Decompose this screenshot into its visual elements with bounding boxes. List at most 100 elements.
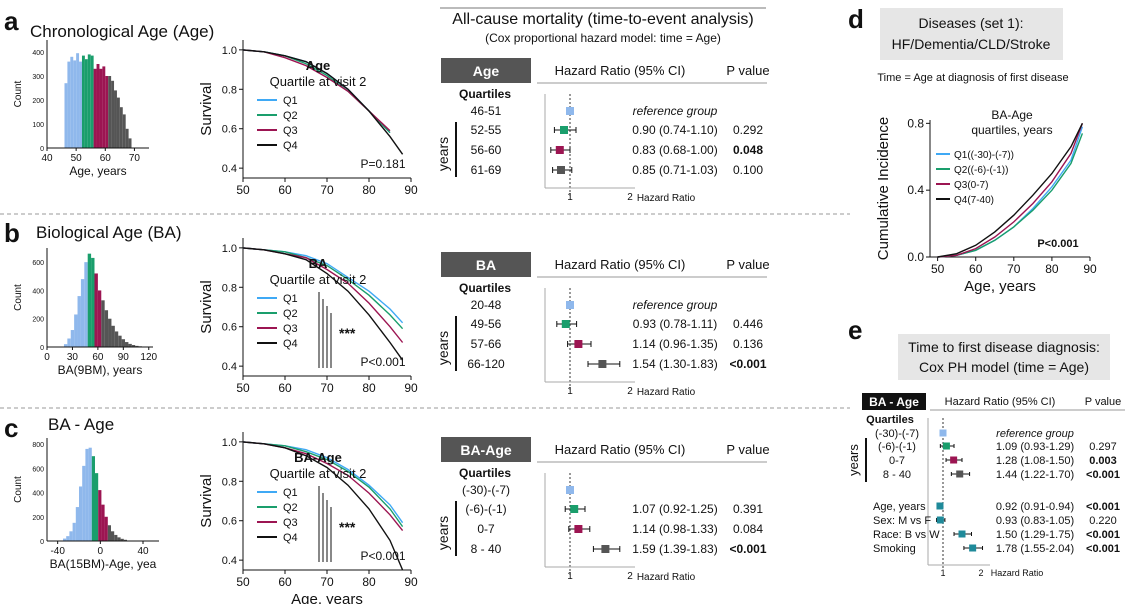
hr-marker bbox=[566, 107, 574, 115]
y-tick-label: 1.0 bbox=[222, 243, 237, 255]
histogram-bar bbox=[101, 504, 105, 541]
histogram-bar bbox=[128, 138, 132, 148]
forest-row-p: <0.001 bbox=[729, 542, 766, 556]
x-tick-label: 40 bbox=[137, 546, 149, 557]
hr-column-header: Hazard Ratio (95% CI) bbox=[555, 257, 686, 272]
d-note: Time = Age at diagnosis of first disease bbox=[877, 72, 1068, 84]
histogram-bar bbox=[91, 456, 95, 541]
legend-label: Q1((-30)-(-7)) bbox=[954, 150, 1014, 161]
panel-title-a: Chronological Age (Age) bbox=[30, 22, 214, 41]
x-tick-label: 80 bbox=[1045, 262, 1059, 276]
hr-marker bbox=[574, 340, 583, 348]
forest-header: Age bbox=[473, 63, 500, 79]
forest-row-label: 8 - 40 bbox=[883, 469, 911, 481]
histogram-bar bbox=[79, 486, 83, 541]
x-tick-label: 60 bbox=[278, 381, 292, 395]
forest-row-p: 0.100 bbox=[733, 163, 763, 177]
y-tick-label: 800 bbox=[32, 442, 44, 449]
histogram-bar bbox=[122, 114, 126, 148]
legend-label: Q3 bbox=[283, 125, 298, 137]
d-title-box bbox=[880, 8, 1063, 60]
x-axis-label: BA(9BM), years bbox=[58, 363, 143, 377]
x-tick-label: 90 bbox=[404, 183, 418, 197]
y-tick-label: 0.8 bbox=[907, 116, 924, 130]
e-title-line2: Cox PH model (time = Age) bbox=[919, 359, 1089, 375]
histogram-bar bbox=[70, 56, 74, 148]
histogram-bar bbox=[75, 507, 79, 541]
y-axis-label: Survival bbox=[198, 474, 215, 527]
histogram-bar bbox=[104, 516, 108, 541]
x-axis-label: Age, years bbox=[291, 591, 363, 604]
forest-row-hr: 0.83 (0.68-1.00) bbox=[632, 143, 717, 157]
histogram-bar bbox=[64, 83, 68, 148]
hr-marker bbox=[936, 502, 944, 510]
panel-letter-c: c bbox=[4, 413, 18, 443]
histogram-bar bbox=[87, 253, 92, 347]
hr-marker bbox=[566, 301, 574, 309]
forest-tick: 2 bbox=[978, 568, 983, 578]
p-column-header: P value bbox=[726, 257, 769, 272]
histogram-bar bbox=[120, 538, 124, 541]
legend-label: Q2((-6)-(-1)) bbox=[954, 165, 1008, 176]
forest-row-p: 0.292 bbox=[733, 123, 763, 137]
histogram-bar bbox=[73, 60, 77, 148]
histogram-bar bbox=[98, 490, 102, 541]
y-tick-label: 0.6 bbox=[222, 516, 237, 528]
x-tick-label: 90 bbox=[1083, 262, 1097, 276]
y-tick-label: 0 bbox=[40, 146, 44, 153]
forest-row-p: <0.001 bbox=[1086, 543, 1120, 555]
legend-label: Q1 bbox=[283, 487, 298, 499]
y-axis-label: Count bbox=[13, 284, 24, 311]
y-tick-label: 400 bbox=[32, 491, 44, 498]
y-tick-label: 0.4 bbox=[222, 361, 237, 373]
forest-row-label: (-6)-(-1) bbox=[465, 502, 506, 516]
legend-label: Q3(0-7) bbox=[954, 180, 988, 191]
y-axis-label: Survival bbox=[198, 82, 215, 135]
hr-marker bbox=[570, 505, 579, 513]
histogram-bar bbox=[88, 447, 92, 541]
y-axis-label: Count bbox=[13, 80, 24, 107]
forest-row-hr: 1.54 (1.30-1.83) bbox=[632, 357, 717, 371]
forest-row-label: 46-51 bbox=[471, 104, 502, 118]
histogram-bar bbox=[116, 97, 120, 148]
y-tick-label: 1.0 bbox=[222, 437, 237, 449]
y-tick-label: 200 bbox=[32, 317, 44, 324]
forest-row-label: Race: B vs W bbox=[873, 529, 940, 541]
histogram-bar bbox=[63, 538, 67, 541]
forest-row-hr: 1.14 (0.96-1.35) bbox=[632, 337, 717, 351]
y-tick-label: 0.6 bbox=[222, 124, 237, 136]
y-tick-label: 0.4 bbox=[222, 163, 237, 175]
forest-row-p: 0.136 bbox=[733, 337, 763, 351]
years-label: years bbox=[846, 444, 861, 476]
forest-row-label: 49-56 bbox=[471, 317, 502, 331]
forest-tick: 2 bbox=[627, 386, 633, 397]
p-column-header: P value bbox=[1085, 396, 1122, 408]
histogram-bar bbox=[67, 338, 71, 347]
p-value-label: P<0.001 bbox=[1037, 238, 1078, 250]
histogram-bar bbox=[101, 300, 105, 347]
histogram-bar bbox=[91, 257, 95, 347]
y-tick-label: 1.0 bbox=[222, 45, 237, 57]
histogram-bar bbox=[104, 310, 109, 347]
hr-marker bbox=[555, 146, 564, 154]
hr-marker bbox=[969, 544, 977, 552]
survival-curve-q4 bbox=[242, 247, 404, 361]
histogram-bar bbox=[123, 539, 127, 541]
histogram-bar bbox=[84, 59, 88, 149]
histogram-bar bbox=[93, 68, 97, 148]
forest-row-p: <0.001 bbox=[1086, 501, 1120, 513]
p-value-label: P=0.181 bbox=[360, 157, 405, 171]
e-title-line1: Time to first disease diagnosis: bbox=[908, 339, 1100, 355]
x-tick-label: 70 bbox=[320, 183, 334, 197]
histogram-bar bbox=[82, 465, 86, 541]
y-tick-label: 0 bbox=[40, 539, 44, 546]
y-tick-label: 0.4 bbox=[907, 183, 924, 197]
panel-letter-e: e bbox=[848, 315, 862, 345]
x-tick-label: 90 bbox=[404, 381, 418, 395]
forest-axis-label: Hazard Ratio bbox=[637, 193, 696, 204]
forest-row-hr: 1.44 (1.22-1.70) bbox=[996, 469, 1074, 481]
forest-row-hr: 1.59 (1.39-1.83) bbox=[632, 542, 717, 556]
d-title-line1: Diseases (set 1): bbox=[918, 15, 1023, 31]
x-tick-label: 60 bbox=[92, 352, 104, 363]
